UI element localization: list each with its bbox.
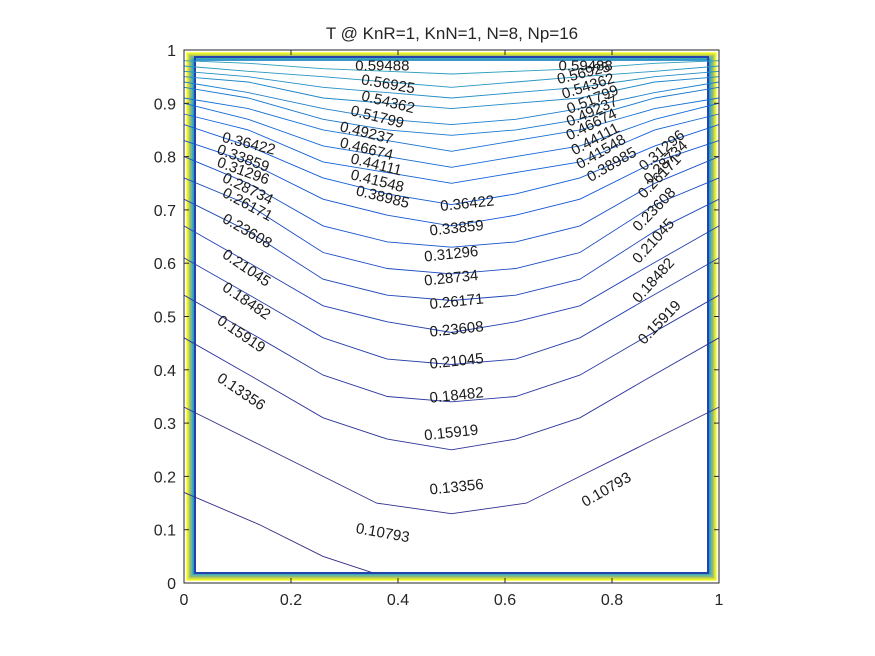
contour-label: 0.13356 [429, 476, 485, 499]
contour-line [183, 86, 720, 136]
y-tick-label: 0.8 [154, 150, 176, 167]
contour-lines [183, 60, 720, 573]
y-tick-label: 0.2 [154, 469, 176, 486]
contour-line [183, 113, 720, 184]
contour-label: 0.33859 [429, 217, 485, 240]
y-tick-label: 0.9 [154, 96, 176, 113]
y-tick-label: 0.6 [154, 256, 176, 273]
boundary-bands [186, 52, 717, 581]
contour-label: 0.15919 [423, 422, 479, 445]
x-axis: 0 0.2 0.4 0.6 0.8 1 [180, 50, 724, 609]
x-tick-label: 0.6 [494, 592, 516, 609]
contour-label: 0.59488 [559, 57, 613, 74]
contour-label: 0.18482 [429, 384, 485, 407]
axes-background [184, 50, 719, 583]
contour-line [183, 140, 720, 227]
x-tick-label: 1 [715, 592, 724, 609]
contour-line [183, 491, 372, 573]
contour-line [183, 294, 720, 403]
contour-line [183, 76, 720, 110]
x-tick-label: 0.2 [280, 592, 302, 609]
contour-line [183, 257, 720, 365]
contour-label: 0.36422 [439, 192, 495, 215]
boundary-band [194, 56, 709, 574]
y-tick-label: 0.4 [154, 363, 176, 380]
contour-line [183, 97, 720, 152]
contour-line [183, 81, 720, 126]
contour-label: 0.28734 [423, 267, 479, 290]
y-tick-label: 0.7 [154, 203, 176, 220]
plot-area: 0.594880.569250.543620.517990.492370.466… [183, 50, 720, 583]
contour-line [183, 177, 720, 275]
y-tick-label: 0 [167, 576, 176, 593]
contour-label: 0.21045 [429, 350, 485, 373]
contour-line [183, 337, 720, 451]
y-axis: 0 0.1 0.2 0.3 0.4 0.5 0.6 0.7 0.8 0.9 1 [154, 43, 719, 593]
y-tick-label: 1 [167, 43, 176, 60]
y-tick-label: 0.1 [154, 523, 176, 540]
contour-label: 0.26171 [429, 290, 485, 313]
boundary-band [188, 54, 715, 579]
contour-line [183, 156, 720, 248]
contour-line [183, 406, 720, 515]
x-tick-label: 0.4 [387, 592, 409, 609]
y-tick-label: 0.5 [154, 310, 176, 327]
contour-line [183, 65, 720, 88]
contour-label: 0.59488 [355, 57, 409, 74]
contour-line [183, 225, 720, 333]
contour-line [183, 102, 720, 168]
contour-line [183, 70, 720, 99]
contour-label: 0.23608 [429, 318, 485, 341]
x-tick-label: 0.8 [601, 592, 623, 609]
contour-line [183, 124, 720, 206]
contour-line [183, 60, 720, 75]
contour-label: 0.31296 [423, 243, 479, 266]
chart-title: T @ KnR=1, KnN=1, N=8, Np=16 [326, 24, 578, 43]
y-tick-label: 0.3 [154, 416, 176, 433]
x-tick-label: 0 [180, 592, 189, 609]
contour-line [183, 198, 720, 301]
